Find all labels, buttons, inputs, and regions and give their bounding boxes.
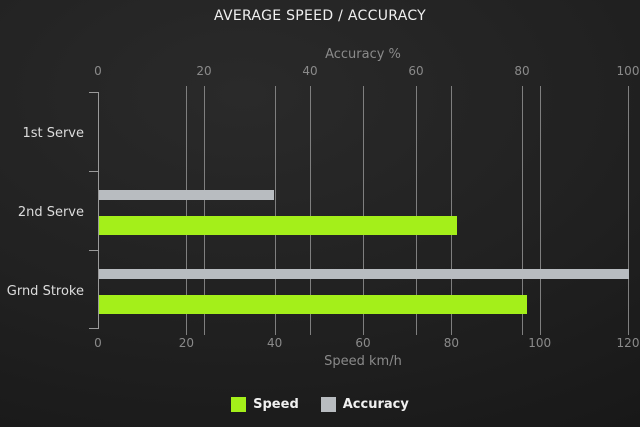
tick-label: 100: [616, 64, 640, 78]
bottom-axis-tick-labels: 0 20 40 60 80 100 120: [94, 336, 639, 350]
gridline: [310, 86, 311, 335]
gridline: [274, 86, 276, 335]
legend-label: Speed: [253, 397, 299, 412]
gridline: [451, 86, 453, 335]
legend-item-speed[interactable]: Speed: [231, 397, 299, 412]
tick-label: 40: [302, 64, 318, 78]
gridline: [363, 86, 364, 335]
speed-bar: [99, 295, 528, 314]
top-axis-tick-labels: 0 20 40 60 80 100: [94, 64, 639, 78]
accuracy-swatch: [320, 397, 336, 412]
tick-label: 100: [528, 336, 552, 350]
tick-label: 120: [616, 336, 640, 350]
plot-area: [89, 86, 629, 335]
gridline: [204, 86, 205, 335]
tick-label: 40: [267, 336, 283, 350]
legend: Speed Accuracy: [0, 397, 640, 412]
legend-item-accuracy[interactable]: Accuracy: [320, 397, 409, 412]
tick-label: 20: [196, 64, 212, 78]
axis-tick: [89, 328, 99, 329]
chart-title: AVERAGE SPEED / ACCURACY: [213, 8, 427, 24]
category-label: 2nd Serve: [17, 205, 84, 220]
axis-tick: [89, 250, 99, 251]
tick-label: 80: [514, 64, 530, 78]
axis-tick: [89, 92, 99, 93]
gridline: [522, 86, 523, 335]
gridline: [628, 86, 629, 335]
axis-tick: [89, 171, 99, 172]
tick-label: 0: [94, 64, 102, 78]
accuracy-bar: [99, 190, 274, 200]
gridline: [539, 86, 541, 335]
bottom-axis-title: Speed km/h: [324, 354, 402, 369]
tick-label: 60: [408, 64, 424, 78]
legend-label: Accuracy: [342, 397, 409, 412]
category-label: Grnd Stroke: [6, 284, 84, 299]
gridline: [186, 86, 188, 335]
top-axis-title: Accuracy %: [325, 47, 401, 62]
gridline: [416, 86, 417, 335]
speed-bar: [99, 216, 457, 235]
tick-label: 0: [94, 336, 102, 350]
tick-label: 20: [178, 336, 194, 350]
accuracy-bar: [99, 269, 629, 279]
tick-label: 80: [443, 336, 459, 350]
category-label: 1st Serve: [22, 126, 84, 141]
speed-swatch: [231, 397, 247, 412]
tick-label: 60: [355, 336, 371, 350]
